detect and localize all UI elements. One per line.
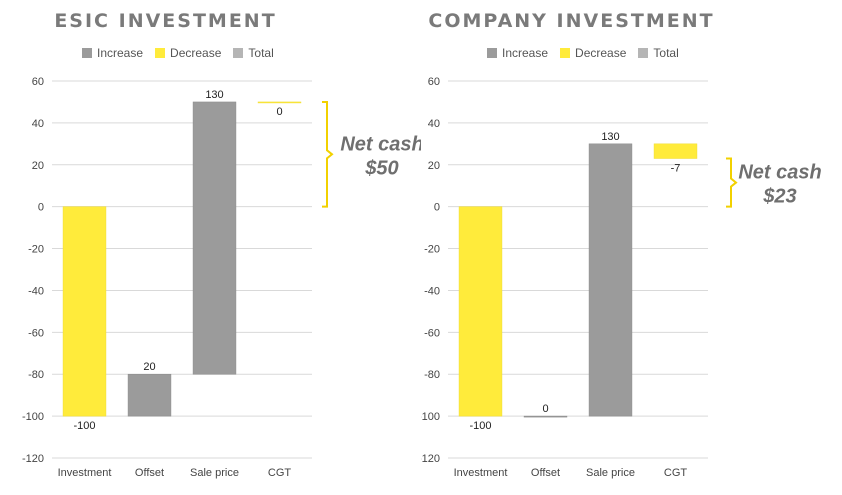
x-category-label: Investment [454,467,508,479]
y-tick-label: -120 [22,453,44,465]
legend-swatch-decrease [560,48,571,58]
bar-offset [523,415,568,418]
net-cash-label: Net cash [340,133,421,155]
bar-offset [127,373,172,417]
y-tick-label: -80 [28,369,44,381]
bar-investment [62,206,107,417]
legend-label: Increase [97,46,144,60]
y-tick-label: -100 [22,411,44,423]
data-label: 0 [542,403,548,415]
y-tick-label: -80 [424,369,440,381]
y-tick-label: 40 [428,118,440,130]
legend-label: Decrease [170,46,222,60]
legend-label: Decrease [575,46,627,60]
y-tick-label: -40 [28,285,44,297]
chart-panel-company: COMPANY INVESTMENT Increase Decrease Tot… [421,0,842,495]
y-tick-label: 0 [38,202,44,214]
legend-item-decrease: Decrease [155,46,221,60]
chart-title: ESIC INVESTMENT [54,10,277,32]
chart-panel-esic: ESIC INVESTMENT Increase Decrease Total … [22,10,421,479]
bar-sale-price [588,143,633,417]
y-tick-label: -20 [424,244,440,256]
data-label: -100 [469,420,491,432]
legend-item-increase: Increase [487,46,548,60]
x-category-label: CGT [268,467,292,479]
data-label: 20 [143,361,155,373]
x-category-label: Sale price [586,467,635,479]
bar-sale-price [192,101,237,375]
legend-swatch-decrease [155,48,166,58]
bar-investment [458,206,503,417]
x-category-label: Offset [531,467,560,479]
net-cash-bracket [322,100,334,208]
data-label: 130 [601,131,619,143]
legend-label: Total [248,46,274,60]
y-tick-label: 40 [32,118,44,130]
x-category-label: Sale price [190,467,239,479]
legend-item-total: Total [638,46,679,60]
y-tick-label: 20 [428,160,440,172]
chart-legend: Increase Decrease Total [487,46,679,60]
y-tick-label: 60 [32,76,44,88]
x-category-label: CGT [664,467,688,479]
legend-swatch-increase [487,48,497,58]
bar-cgt [653,143,698,159]
legend-swatch-increase [82,48,92,58]
y-tick-label: 0 [434,202,440,214]
legend-label: Total [653,46,679,60]
y-tick-label: -20 [28,244,44,256]
waterfall-chart-esic: 60 40 20 0 -20 -40 -60 -80 -100 -120 -100 Investmen… [22,76,421,479]
x-category-label: Investment [58,467,112,479]
y-tick-label: -40 [424,285,440,297]
net-cash-value: $50 [364,157,398,179]
data-label: -100 [73,420,95,432]
x-category-label: Offset [135,467,164,479]
y-tick-label: -120 [421,453,440,465]
y-tick-label: -100 [421,411,440,423]
legend-item-total: Total [233,46,274,60]
legend-swatch-total [638,48,649,58]
net-cash-bracket [726,157,738,208]
legend-swatch-total [233,48,244,58]
y-tick-label: -60 [424,327,440,339]
waterfall-chart-company: 60 40 20 0 -20 -40 -60 -80 -100 -120 -100 Investmen… [421,76,822,479]
data-label: -7 [671,162,681,174]
legend-item-increase: Increase [82,46,143,60]
net-cash-value: $23 [762,186,796,208]
legend-item-decrease: Decrease [560,46,626,60]
data-label: 0 [276,106,282,118]
y-tick-label: -60 [28,327,44,339]
net-cash-label: Net cash [738,162,821,184]
chart-legend: Increase Decrease Total [82,46,274,60]
y-tick-label: 60 [428,76,440,88]
y-tick-label: 20 [32,160,44,172]
legend-label: Increase [502,46,549,60]
bar-cgt [257,101,302,104]
chart-title: COMPANY INVESTMENT [428,10,715,32]
data-label: 130 [205,89,223,101]
